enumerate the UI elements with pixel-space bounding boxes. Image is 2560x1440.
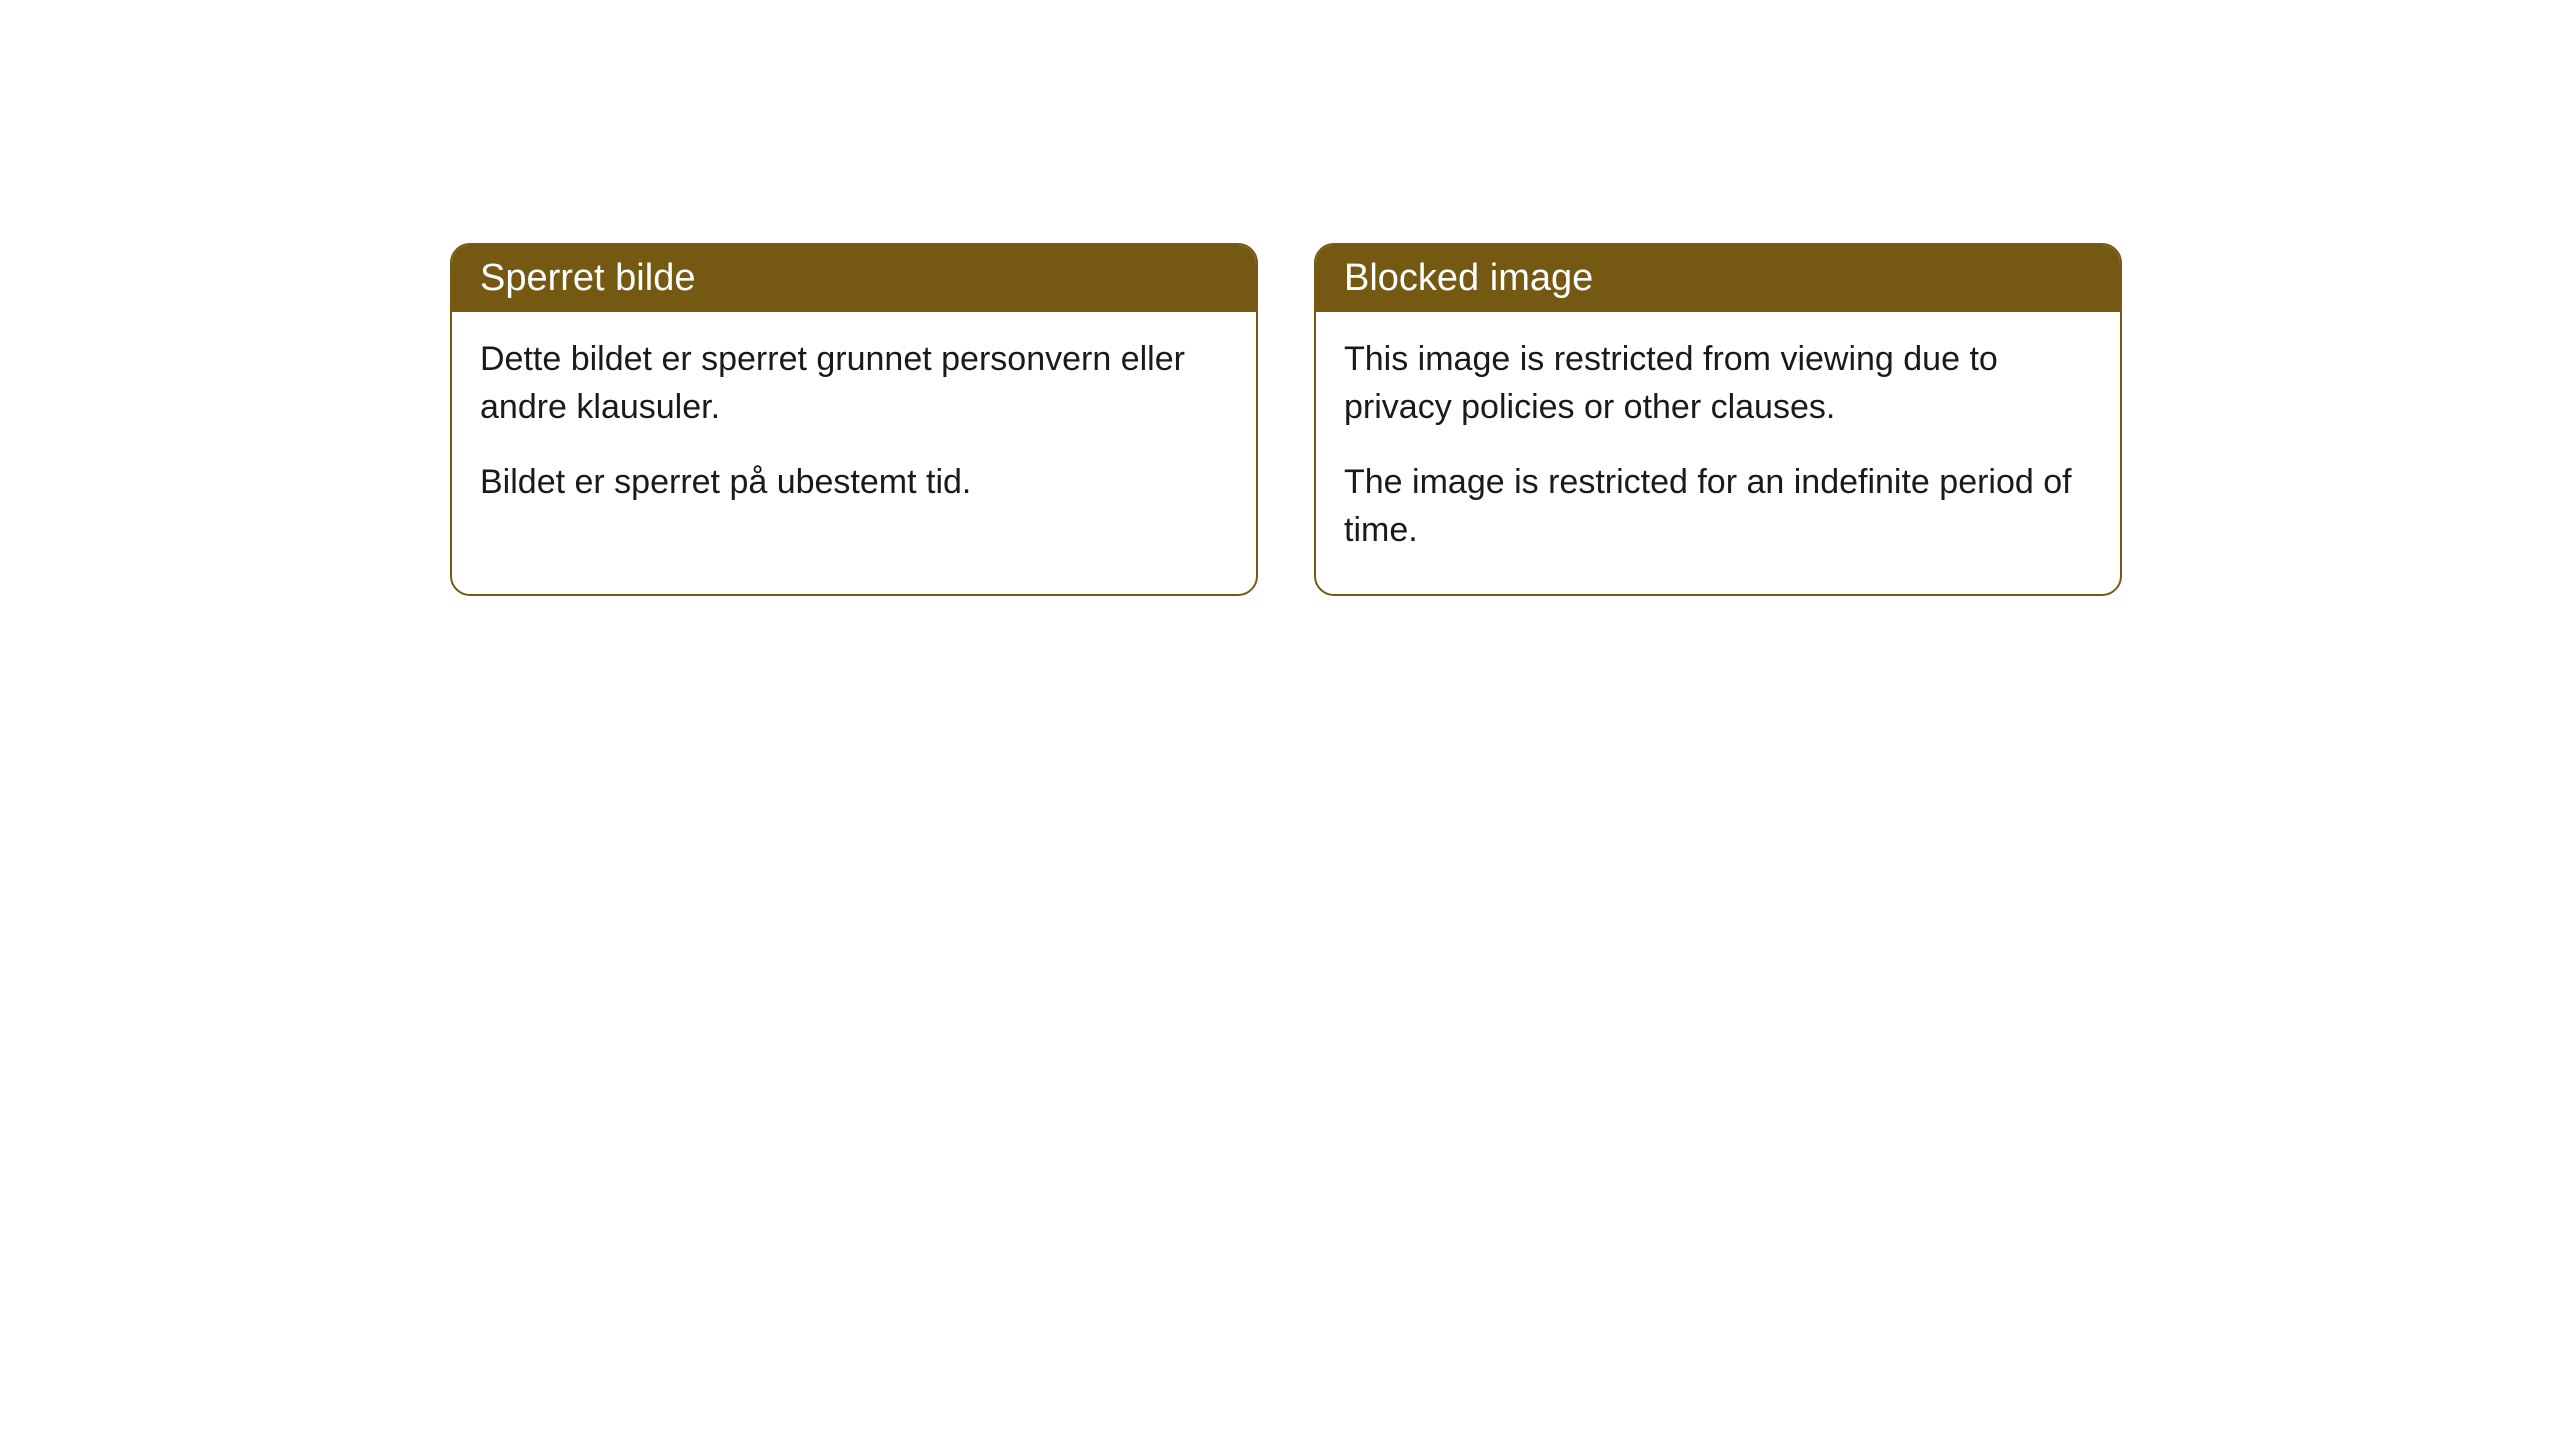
card-body: This image is restricted from viewing du…	[1316, 312, 2120, 594]
card-title: Sperret bilde	[480, 257, 695, 299]
card-header: Sperret bilde	[452, 245, 1256, 312]
card-header: Blocked image	[1316, 245, 2120, 312]
notice-paragraph: Dette bildet er sperret grunnet personve…	[480, 336, 1228, 431]
notice-paragraph: This image is restricted from viewing du…	[1344, 336, 2092, 431]
notice-card-norwegian: Sperret bilde Dette bildet er sperret gr…	[450, 243, 1258, 596]
notice-card-english: Blocked image This image is restricted f…	[1314, 243, 2122, 596]
notice-container: Sperret bilde Dette bildet er sperret gr…	[450, 243, 2122, 596]
notice-paragraph: Bildet er sperret på ubestemt tid.	[480, 459, 1228, 507]
card-body: Dette bildet er sperret grunnet personve…	[452, 312, 1256, 547]
notice-paragraph: The image is restricted for an indefinit…	[1344, 459, 2092, 554]
card-title: Blocked image	[1344, 257, 1593, 299]
